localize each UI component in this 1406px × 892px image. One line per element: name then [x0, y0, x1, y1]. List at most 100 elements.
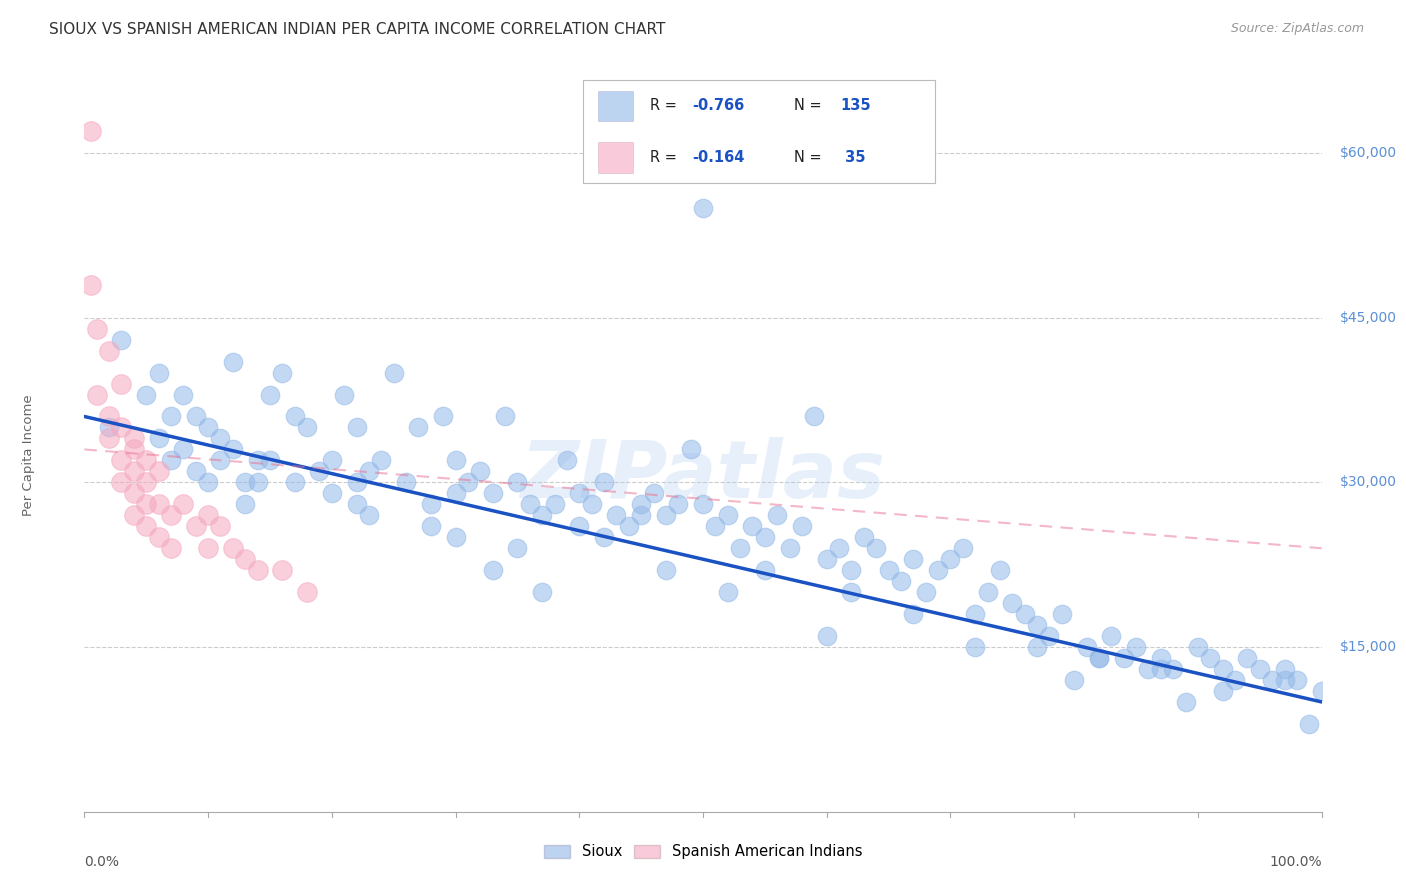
Point: [1137, 662, 1160, 676]
Point: [222, 354, 245, 368]
Point: [1236, 651, 1258, 665]
Point: [1076, 640, 1098, 654]
Point: [419, 519, 441, 533]
Point: [1026, 618, 1049, 632]
Legend: Sioux, Spanish American Indians: Sioux, Spanish American Indians: [538, 838, 868, 865]
Point: [246, 453, 269, 467]
Text: $15,000: $15,000: [1340, 640, 1398, 654]
Point: [481, 486, 503, 500]
Point: [1199, 651, 1222, 665]
Point: [643, 486, 665, 500]
Point: [543, 497, 565, 511]
Point: [1026, 640, 1049, 654]
Point: [295, 420, 318, 434]
Point: [506, 475, 529, 490]
Point: [346, 420, 368, 434]
Point: [110, 333, 132, 347]
Point: [259, 453, 281, 467]
Point: [160, 541, 183, 556]
Point: [1223, 673, 1246, 687]
Point: [815, 552, 838, 566]
Point: [927, 563, 949, 577]
Point: [184, 519, 207, 533]
Point: [148, 366, 170, 380]
Point: [79, 277, 101, 292]
Point: [704, 519, 727, 533]
Point: [841, 563, 863, 577]
Point: [444, 486, 467, 500]
Point: [135, 519, 157, 533]
Point: [965, 607, 987, 621]
Point: [1050, 607, 1073, 621]
Point: [259, 387, 281, 401]
Point: [1150, 651, 1173, 665]
Point: [531, 585, 554, 599]
Point: [1063, 673, 1085, 687]
Point: [172, 442, 194, 457]
Point: [741, 519, 763, 533]
Text: 135: 135: [841, 98, 870, 113]
Point: [531, 508, 554, 523]
Point: [98, 432, 121, 446]
Point: [432, 409, 454, 424]
Point: [470, 464, 492, 478]
Point: [271, 366, 294, 380]
Point: [382, 366, 405, 380]
Point: [568, 519, 591, 533]
Point: [370, 453, 392, 467]
Text: $45,000: $45,000: [1340, 310, 1398, 325]
Point: [1212, 662, 1234, 676]
Point: [148, 530, 170, 544]
Point: [246, 475, 269, 490]
Point: [828, 541, 851, 556]
Point: [1112, 651, 1135, 665]
Text: Per Capita Income: Per Capita Income: [22, 394, 35, 516]
Point: [815, 629, 838, 643]
Point: [233, 552, 256, 566]
Point: [271, 563, 294, 577]
Point: [222, 541, 245, 556]
Point: [903, 552, 925, 566]
Text: -0.766: -0.766: [693, 98, 745, 113]
Text: 35: 35: [841, 150, 866, 165]
Point: [1298, 717, 1320, 731]
Point: [655, 563, 678, 577]
Point: [1099, 629, 1122, 643]
Point: [1187, 640, 1209, 654]
Point: [122, 442, 145, 457]
Point: [593, 530, 616, 544]
Point: [79, 124, 101, 138]
Point: [160, 508, 183, 523]
Point: [321, 453, 343, 467]
Text: 100.0%: 100.0%: [1270, 855, 1322, 869]
Point: [148, 497, 170, 511]
Point: [1125, 640, 1147, 654]
Point: [408, 420, 430, 434]
Point: [1014, 607, 1036, 621]
Point: [1088, 651, 1111, 665]
Text: 0.0%: 0.0%: [84, 855, 120, 869]
Text: ZIPatlas: ZIPatlas: [520, 437, 886, 516]
Point: [110, 376, 132, 391]
Point: [852, 530, 875, 544]
Point: [1088, 651, 1111, 665]
Point: [717, 585, 740, 599]
Point: [976, 585, 998, 599]
Point: [197, 420, 219, 434]
Point: [692, 497, 714, 511]
Point: [914, 585, 936, 599]
Point: [841, 585, 863, 599]
Point: [754, 530, 776, 544]
Point: [346, 497, 368, 511]
Point: [98, 420, 121, 434]
Point: [766, 508, 789, 523]
Point: [295, 585, 318, 599]
Point: [209, 519, 232, 533]
FancyBboxPatch shape: [598, 142, 633, 173]
Point: [779, 541, 801, 556]
Point: [233, 475, 256, 490]
Point: [160, 409, 183, 424]
Point: [593, 475, 616, 490]
Point: [519, 497, 541, 511]
Point: [877, 563, 900, 577]
